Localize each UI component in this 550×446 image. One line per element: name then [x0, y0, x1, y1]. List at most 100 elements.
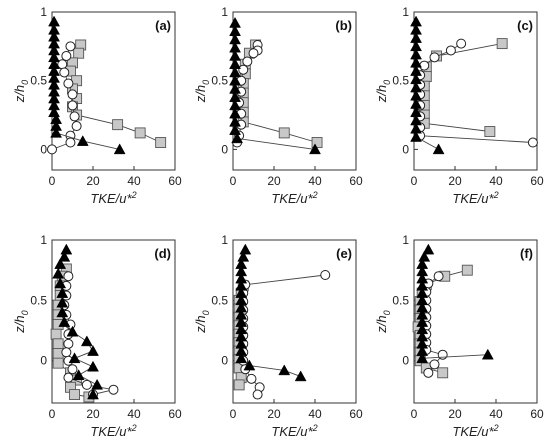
y-tick-label: 1: [402, 5, 409, 19]
circle-marker: [320, 270, 331, 281]
triangle-marker: [416, 352, 429, 364]
circle-marker: [238, 64, 249, 75]
y-axis-label: z/h0: [12, 310, 30, 333]
triangle-marker: [76, 135, 89, 146]
triangle-marker: [87, 360, 99, 372]
triangle-marker: [239, 243, 252, 255]
triangle-marker: [237, 250, 250, 262]
x-tick-label: 60: [530, 174, 544, 188]
triangle-marker: [235, 352, 248, 364]
square-marker: [496, 38, 508, 50]
triangle-marker: [50, 126, 63, 138]
circle-marker: [67, 89, 78, 100]
triangle-marker: [54, 277, 67, 289]
x-tick-label: 0: [49, 174, 56, 188]
panel-letter: (e): [336, 246, 352, 261]
square-marker: [134, 127, 146, 139]
triangle-marker: [80, 335, 93, 347]
x-tick-label: 0: [411, 174, 418, 188]
y-tick-label: 0.5: [30, 293, 47, 307]
triangle-marker: [481, 348, 494, 360]
x-tick-label: 0: [230, 407, 237, 421]
triangle-marker: [231, 132, 244, 144]
x-tick-label: 60: [349, 407, 363, 421]
x-tick-label: 20: [267, 174, 281, 188]
y-tick-label: 0.5: [392, 74, 409, 88]
series-line-triangle: [240, 249, 301, 377]
y-axis-label: z/h0: [374, 310, 392, 333]
y-tick-label: 1: [40, 5, 47, 19]
circle-marker: [108, 384, 119, 395]
triangle-marker: [91, 378, 104, 390]
x-tick-label: 40: [127, 174, 141, 188]
square-marker: [233, 379, 245, 391]
square-marker: [52, 338, 64, 350]
y-tick-label: 0: [402, 142, 409, 156]
square-marker: [155, 137, 167, 148]
panel-letter: (c): [517, 18, 533, 33]
triangle-marker: [418, 250, 431, 262]
x-axis-label: TKE/u*2: [452, 190, 498, 206]
x-tick-label: 40: [308, 174, 322, 188]
triangle-marker: [278, 364, 291, 376]
circle-marker: [429, 359, 440, 370]
panel-6: 0 20 40 60 0 0.5 1 (f) TKE/u*2 z/h0: [374, 233, 544, 439]
y-tick-label: 0: [221, 142, 228, 156]
triangle-marker: [58, 250, 71, 262]
series-line-triangle: [421, 249, 488, 359]
triangle-marker: [66, 325, 79, 337]
y-tick-label: 0: [402, 354, 409, 368]
circle-marker: [437, 349, 448, 360]
y-tick-label: 0.5: [30, 74, 47, 88]
y-tick-label: 0.5: [392, 293, 409, 307]
x-tick-label: 60: [530, 407, 544, 421]
axes-frame: [413, 239, 538, 404]
triangle-marker: [294, 370, 307, 382]
triangle-marker: [54, 258, 67, 269]
circle-marker: [445, 45, 456, 56]
panel-letter: (d): [154, 246, 171, 261]
triangle-marker: [309, 143, 321, 155]
triangle-marker: [432, 143, 445, 155]
x-tick-label: 20: [86, 407, 100, 421]
square-marker: [52, 357, 64, 369]
triangle-marker: [87, 345, 99, 356]
x-tick-label: 40: [489, 407, 503, 421]
circle-marker: [65, 137, 76, 148]
square-marker: [437, 367, 449, 379]
y-tick-label: 0: [40, 142, 47, 156]
x-tick-label: 20: [267, 407, 281, 421]
y-axis-label: z/h0: [374, 80, 392, 103]
x-axis-label: TKE/u*2: [452, 423, 498, 439]
panel-1: 0 20 40 60 0 0.5 1 (a) TKE/u*2 z/h0: [12, 5, 182, 206]
circle-marker: [69, 111, 80, 122]
triangle-marker: [48, 106, 60, 118]
circle-marker: [433, 271, 444, 282]
y-axis-label: z/h0: [193, 80, 211, 103]
y-tick-label: 0.5: [211, 74, 228, 88]
circle-marker: [47, 144, 57, 155]
circle-marker: [81, 379, 92, 390]
circle-marker: [63, 271, 74, 282]
circle-marker: [252, 389, 263, 400]
circle-marker: [456, 38, 467, 49]
panel-2: 0 20 40 60 0 0.5 1 (b) TKE/u*2 z/h0: [193, 5, 363, 206]
triangle-marker: [229, 124, 241, 135]
square-marker: [69, 389, 81, 400]
triangle-marker: [243, 359, 256, 371]
triangle-marker: [56, 306, 69, 318]
square-marker: [278, 127, 290, 139]
y-axis-label: z/h0: [12, 80, 30, 103]
y-tick-label: 0.5: [211, 293, 228, 307]
x-tick-label: 60: [168, 407, 182, 421]
triangle-marker: [422, 243, 435, 255]
y-tick-label: 1: [40, 233, 47, 247]
x-axis-label: TKE/u*2: [271, 190, 317, 206]
x-tick-label: 20: [86, 174, 100, 188]
circle-marker: [242, 56, 253, 67]
x-tick-label: 0: [49, 407, 56, 421]
circle-marker: [63, 338, 74, 349]
circle-marker: [61, 50, 72, 61]
panels-group: 0 20 40 60 0 0.5 1 (a) TKE/u*2 z/h0 0 20 40 60 0 0.5 1 (b…: [12, 5, 544, 439]
